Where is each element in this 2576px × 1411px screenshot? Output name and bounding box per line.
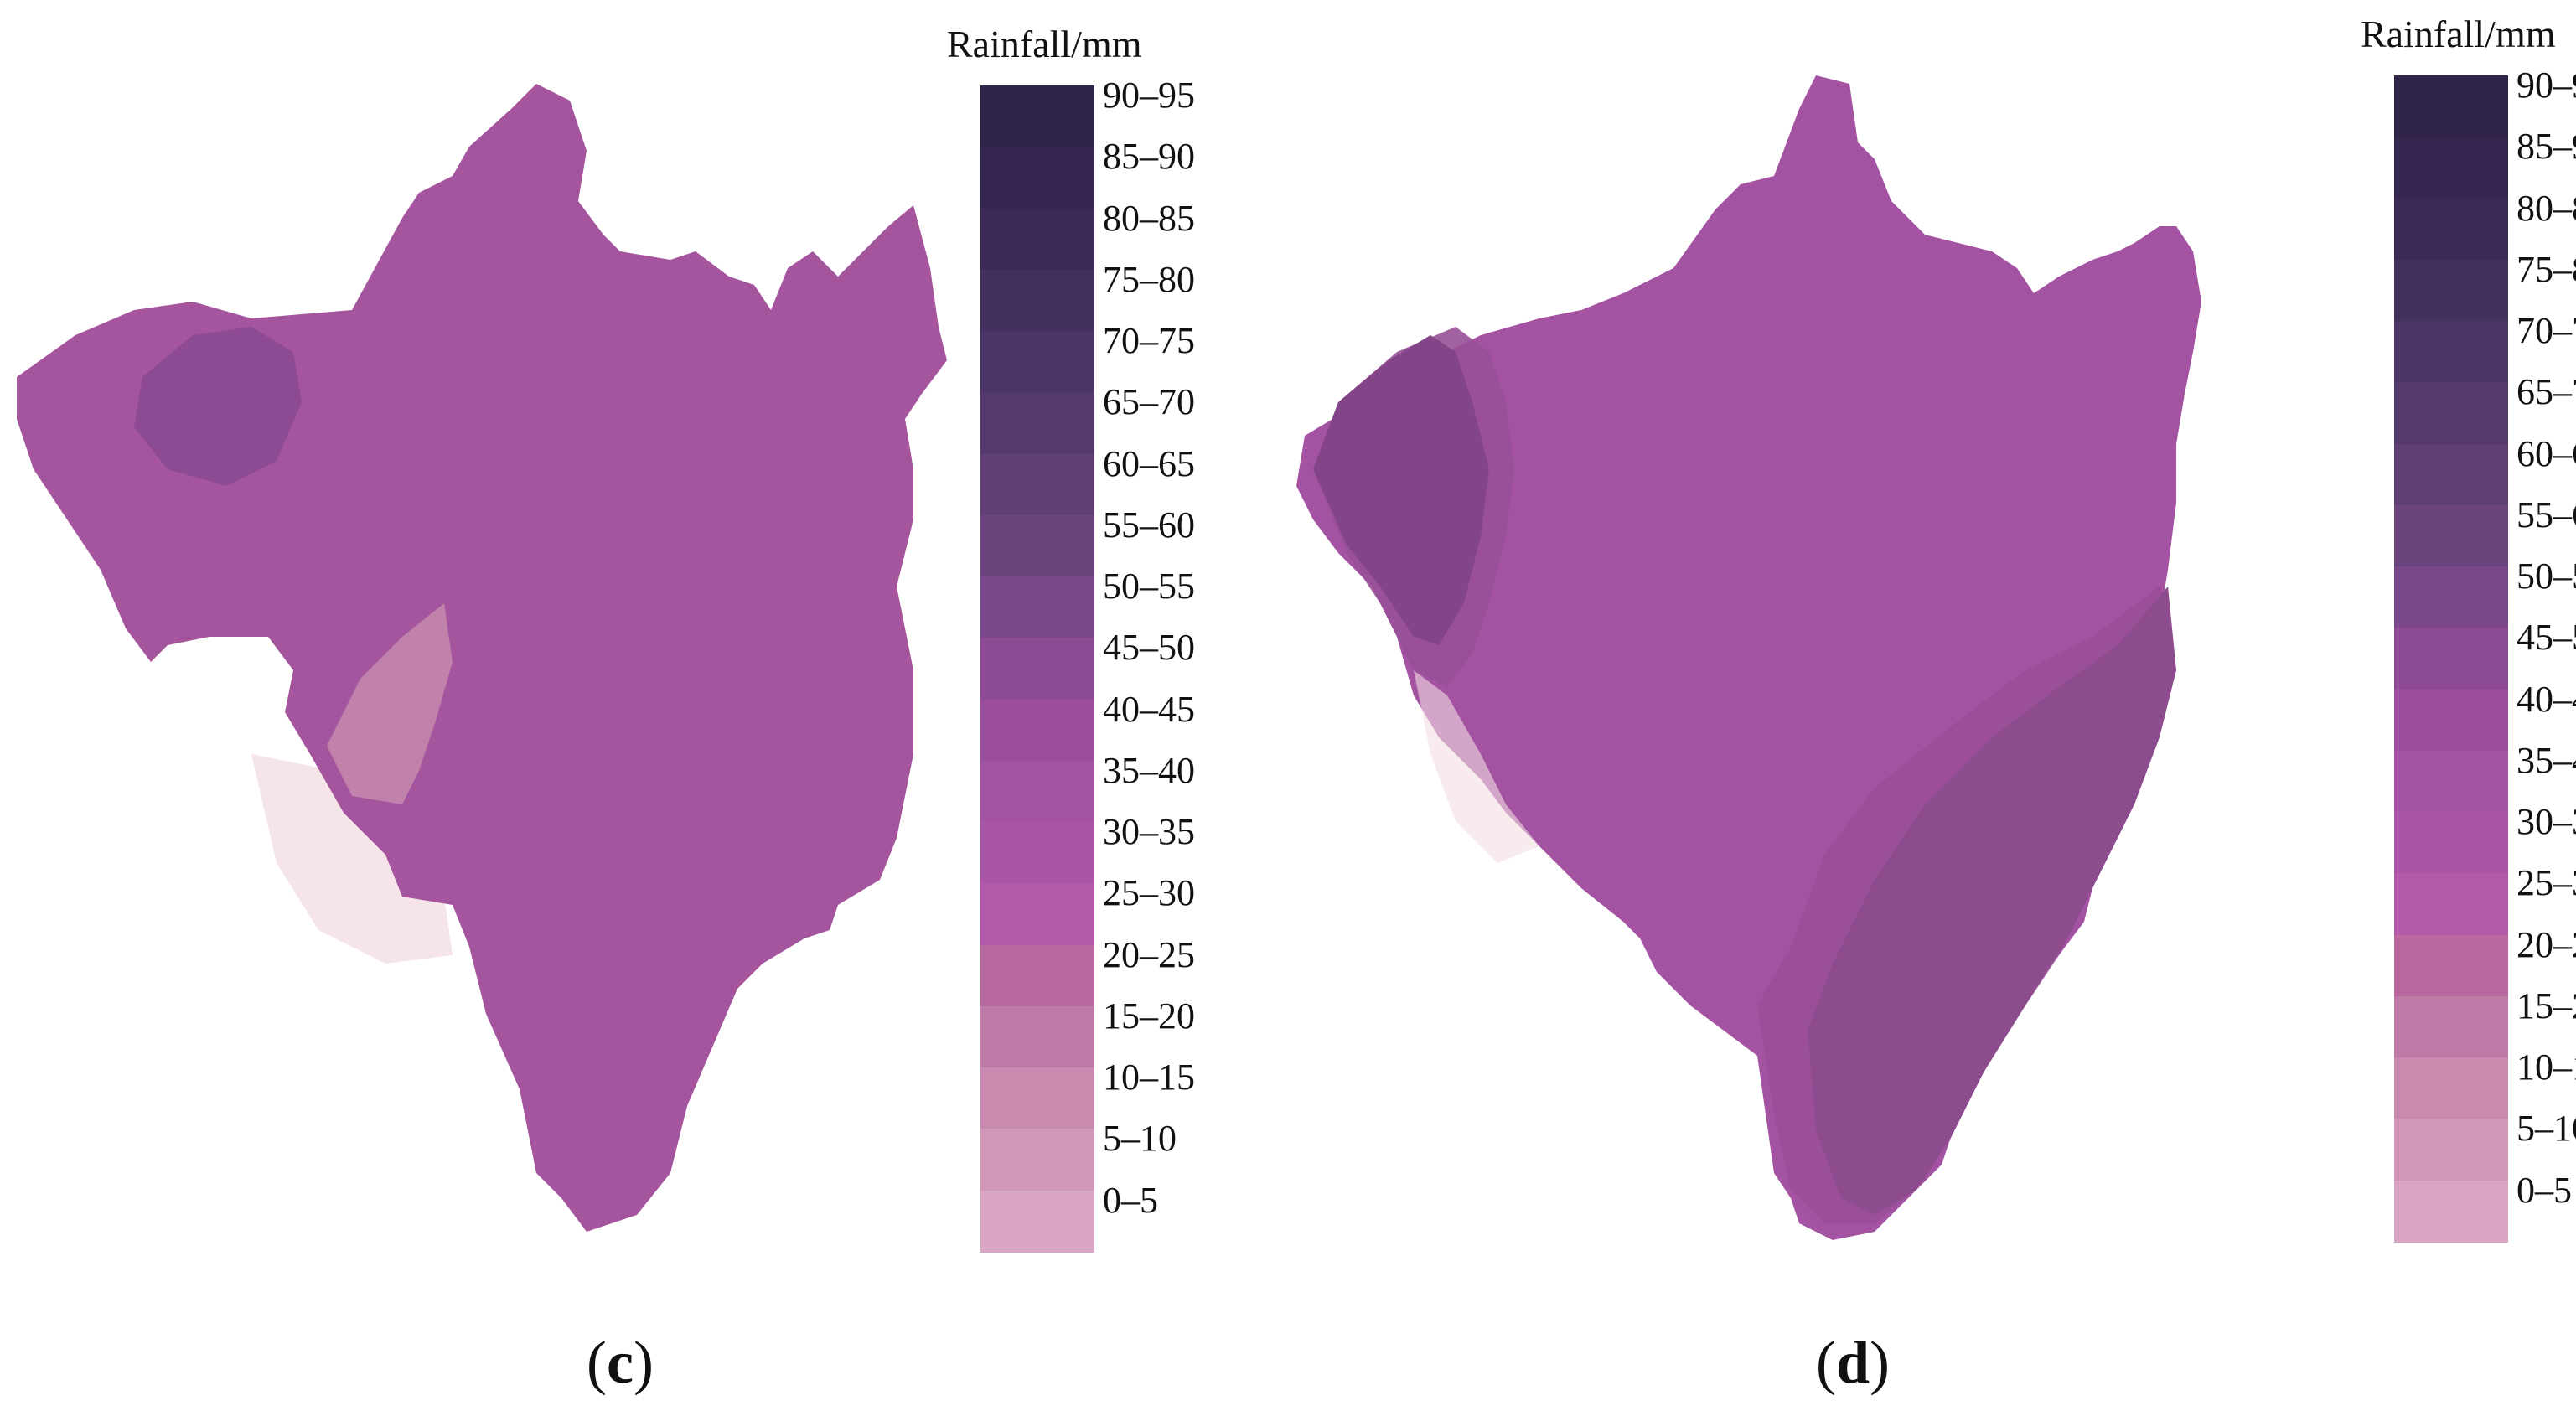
legend-title: Rainfall/mm — [2361, 13, 2556, 55]
legend-swatch — [2394, 259, 2508, 323]
legend-swatch — [980, 1190, 1094, 1253]
legend-swatch — [980, 453, 1094, 516]
legend-title: Rainfall/mm — [947, 23, 1142, 65]
legend-swatch — [980, 514, 1094, 578]
legend-label: 70–75 — [2517, 310, 2576, 352]
legend-swatch — [980, 699, 1094, 762]
legend-swatch — [2394, 1119, 2508, 1181]
legend-label: 20–25 — [2517, 923, 2576, 965]
legend-swatch — [980, 392, 1094, 455]
legend-swatch — [2394, 812, 2508, 875]
legend-label: 40–45 — [1103, 688, 1195, 730]
legend-swatch — [980, 208, 1094, 271]
legend-swatch — [980, 638, 1094, 700]
legend-label: 25–30 — [2517, 862, 2576, 904]
legend-label: 65–70 — [2517, 371, 2576, 413]
legend-swatch — [980, 760, 1094, 824]
legend-label: 5–10 — [1103, 1118, 1177, 1160]
legend-label: 50–55 — [1103, 566, 1195, 607]
legend-label: 35–40 — [1103, 749, 1195, 791]
east-high-rain-zone-d — [1808, 587, 2176, 1215]
legend-label: 80–85 — [1103, 197, 1195, 239]
legend-label: 65–70 — [1103, 381, 1195, 423]
legend-label: 35–40 — [2517, 739, 2576, 781]
legend-label: 60–65 — [2517, 432, 2576, 474]
legend-swatch — [980, 576, 1094, 639]
legend-swatch — [2394, 689, 2508, 752]
legend-label: 30–35 — [1103, 811, 1195, 853]
legend-color-bar — [2394, 75, 2508, 1243]
rainfall-map-d — [1296, 75, 2201, 1240]
legend-swatch — [980, 944, 1094, 1007]
legend-swatch — [2394, 750, 2508, 814]
legend-swatch — [980, 883, 1094, 946]
legend-label: 75–80 — [2517, 248, 2576, 290]
legend-swatch — [980, 269, 1094, 333]
legend-label: 55–60 — [1103, 504, 1195, 545]
legend-label: 90–95 — [2517, 65, 2576, 106]
legend-swatch — [980, 1005, 1094, 1069]
nw-high-rain-zone-c — [134, 327, 302, 486]
legend-label: 70–75 — [1103, 320, 1195, 362]
legend-label: 25–30 — [1103, 872, 1195, 914]
legend-swatch — [980, 85, 1094, 148]
legend-label: 30–35 — [2517, 801, 2576, 843]
legend-swatch — [2394, 137, 2508, 199]
legend-swatch — [2394, 566, 2508, 629]
legend-label: 80–85 — [2517, 187, 2576, 229]
legend-swatch — [980, 1129, 1094, 1191]
legend-label: 10–15 — [2517, 1047, 2576, 1088]
legend-swatch — [980, 822, 1094, 885]
legend-label: 85–90 — [1103, 136, 1195, 178]
low-rain-zone-c — [327, 603, 453, 804]
legend-label: 45–50 — [1103, 627, 1195, 669]
legend-swatch — [2394, 382, 2508, 445]
legend-swatch — [2394, 934, 2508, 997]
legend-label: 85–90 — [2517, 126, 2576, 168]
legend-label: 40–45 — [2517, 678, 2576, 720]
legend-label: 15–20 — [1103, 995, 1195, 1036]
legend-label: 50–55 — [2517, 556, 2576, 597]
legend-label: 75–80 — [1103, 258, 1195, 300]
legend-label: 60–65 — [1103, 442, 1195, 484]
legend-label: 10–15 — [1103, 1057, 1195, 1098]
map-panel-c: Rainfall/mm 90–95 85–90 80–85 75–80 70–75 65–… — [17, 23, 1195, 1396]
legend-swatch — [2394, 873, 2508, 936]
legend-label: 20–25 — [1103, 933, 1195, 975]
legend-swatch — [980, 331, 1094, 394]
study-area-c — [17, 84, 947, 1232]
legend-swatch — [980, 1067, 1094, 1130]
faded-region-c — [251, 754, 453, 964]
legend-label: 90–95 — [1103, 75, 1195, 116]
faded-region-d — [1414, 670, 1539, 863]
legend-label: 55–60 — [2517, 494, 2576, 535]
legend-swatch — [980, 147, 1094, 209]
legend-label: 0–5 — [2517, 1169, 2572, 1211]
legend-color-bar — [980, 85, 1094, 1253]
legend-swatch — [2394, 75, 2508, 138]
legend-swatch — [2394, 1057, 2508, 1120]
legend-swatch — [2394, 504, 2508, 568]
legend-swatch — [2394, 628, 2508, 690]
legend-label: 45–50 — [2517, 617, 2576, 659]
west-high-rain-zone-d — [1313, 335, 1489, 645]
legend-label: 0–5 — [1103, 1179, 1158, 1221]
legend-label: 5–10 — [2517, 1108, 2576, 1150]
legend-swatch — [2394, 995, 2508, 1059]
legend-label: 15–20 — [2517, 985, 2576, 1026]
map-panel-d: Rainfall/mm 90–95 85–90 80–85 75–80 70–75 65–… — [1288, 0, 2576, 1411]
rainfall-map-c — [17, 84, 947, 1232]
legend-swatch — [2394, 198, 2508, 261]
legend-swatch — [2394, 443, 2508, 506]
panel-label-d: (d) — [1816, 1329, 1891, 1396]
legend-swatch — [2394, 321, 2508, 384]
panel-label-c: (c) — [587, 1329, 654, 1396]
legend-swatch — [2394, 1180, 2508, 1243]
